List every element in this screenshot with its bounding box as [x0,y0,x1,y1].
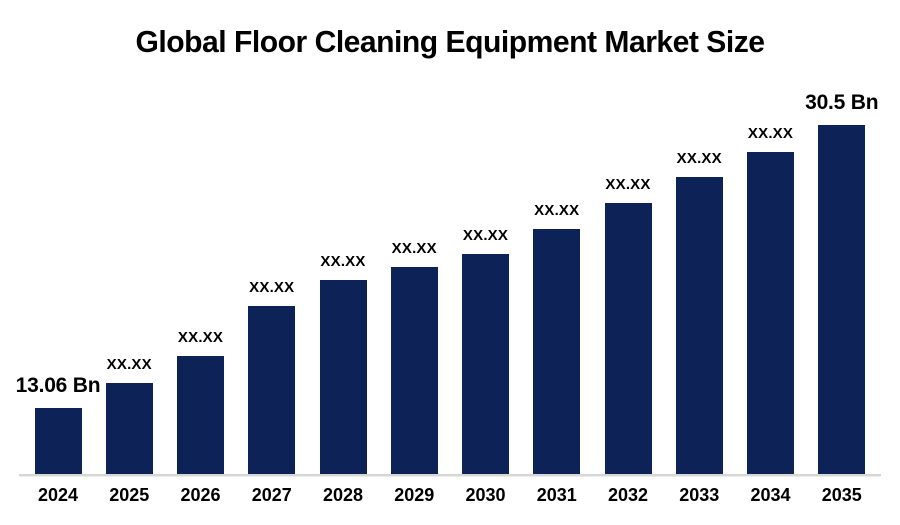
x-axis-label-2028: 2028 [322,485,364,505]
bar-2032 [604,203,652,474]
x-axis-label-2025: 2025 [109,485,150,505]
bar-2026 [177,356,224,474]
bar-value-label-2024: 13.06 Bn [15,374,101,397]
bar-2025 [105,383,153,474]
bar-2029 [390,267,438,474]
bar-value-label-2027: XX.XX [249,279,295,296]
bar-value-label-2034: XX.XX [747,125,794,142]
bar-2027 [248,306,296,474]
x-axis-label-2029: 2029 [394,485,435,505]
bar-value-label-2028: XX.XX [320,253,366,270]
chart-title: Global Floor Cleaning Equipment Market S… [135,24,765,59]
bar-value-label-2029: XX.XX [391,240,437,257]
x-axis-label-2035: 2035 [821,485,862,505]
bar-value-label-2026: XX.XX [177,329,224,346]
x-axis-label-2033: 2033 [679,485,720,505]
x-axis-label-2027: 2027 [251,485,292,505]
x-axis-label-2031: 2031 [536,485,577,505]
x-axis-line [19,474,881,477]
x-axis-label-2034: 2034 [750,485,791,505]
bar-2024 [34,408,82,474]
x-axis-label-2032: 2032 [607,485,649,505]
bar-2031 [533,229,581,474]
bar-2034 [747,152,794,474]
x-axis-label-2026: 2026 [180,485,221,505]
bar-value-label-2032: XX.XX [605,176,651,193]
bar-2033 [675,177,723,474]
bar-value-label-2033: XX.XX [676,150,722,167]
x-axis-label-2024: 2024 [37,485,79,505]
bar-value-label-2035: 30.5 Bn [805,91,879,114]
x-axis-label-2030: 2030 [465,485,506,505]
bar-value-label-2030: XX.XX [462,227,509,244]
bar-2030 [462,254,509,474]
bar-2035 [818,125,866,474]
bar-value-label-2031: XX.XX [534,202,580,219]
bar-2028 [319,280,367,474]
bar-value-label-2025: XX.XX [106,356,152,373]
